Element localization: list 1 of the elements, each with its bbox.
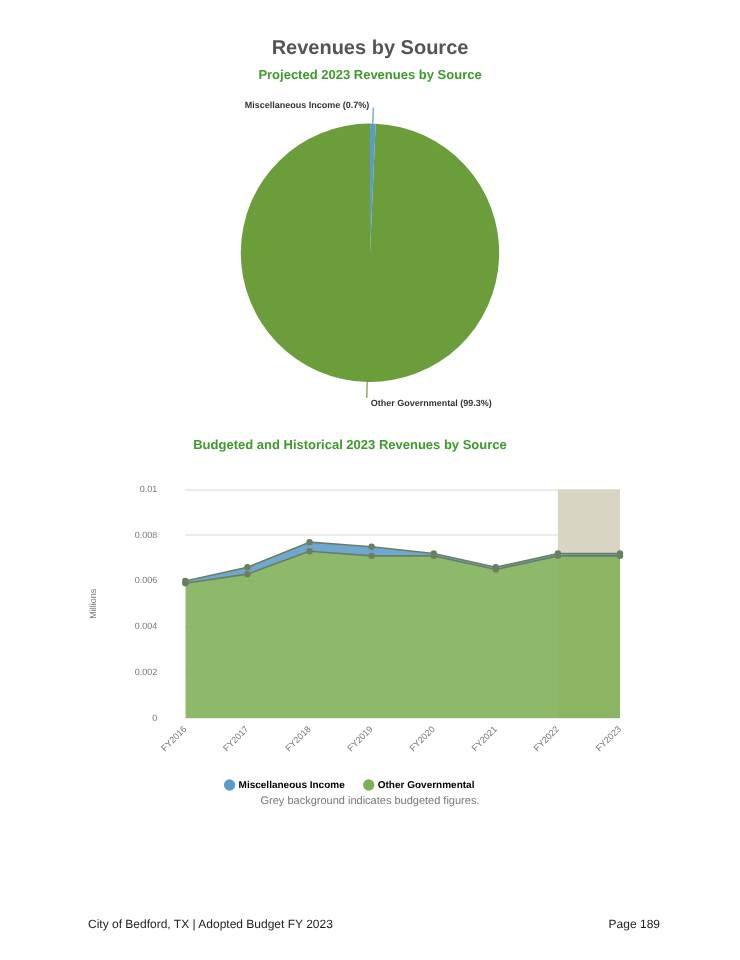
chart-title: Revenues by Source [271,37,470,60]
